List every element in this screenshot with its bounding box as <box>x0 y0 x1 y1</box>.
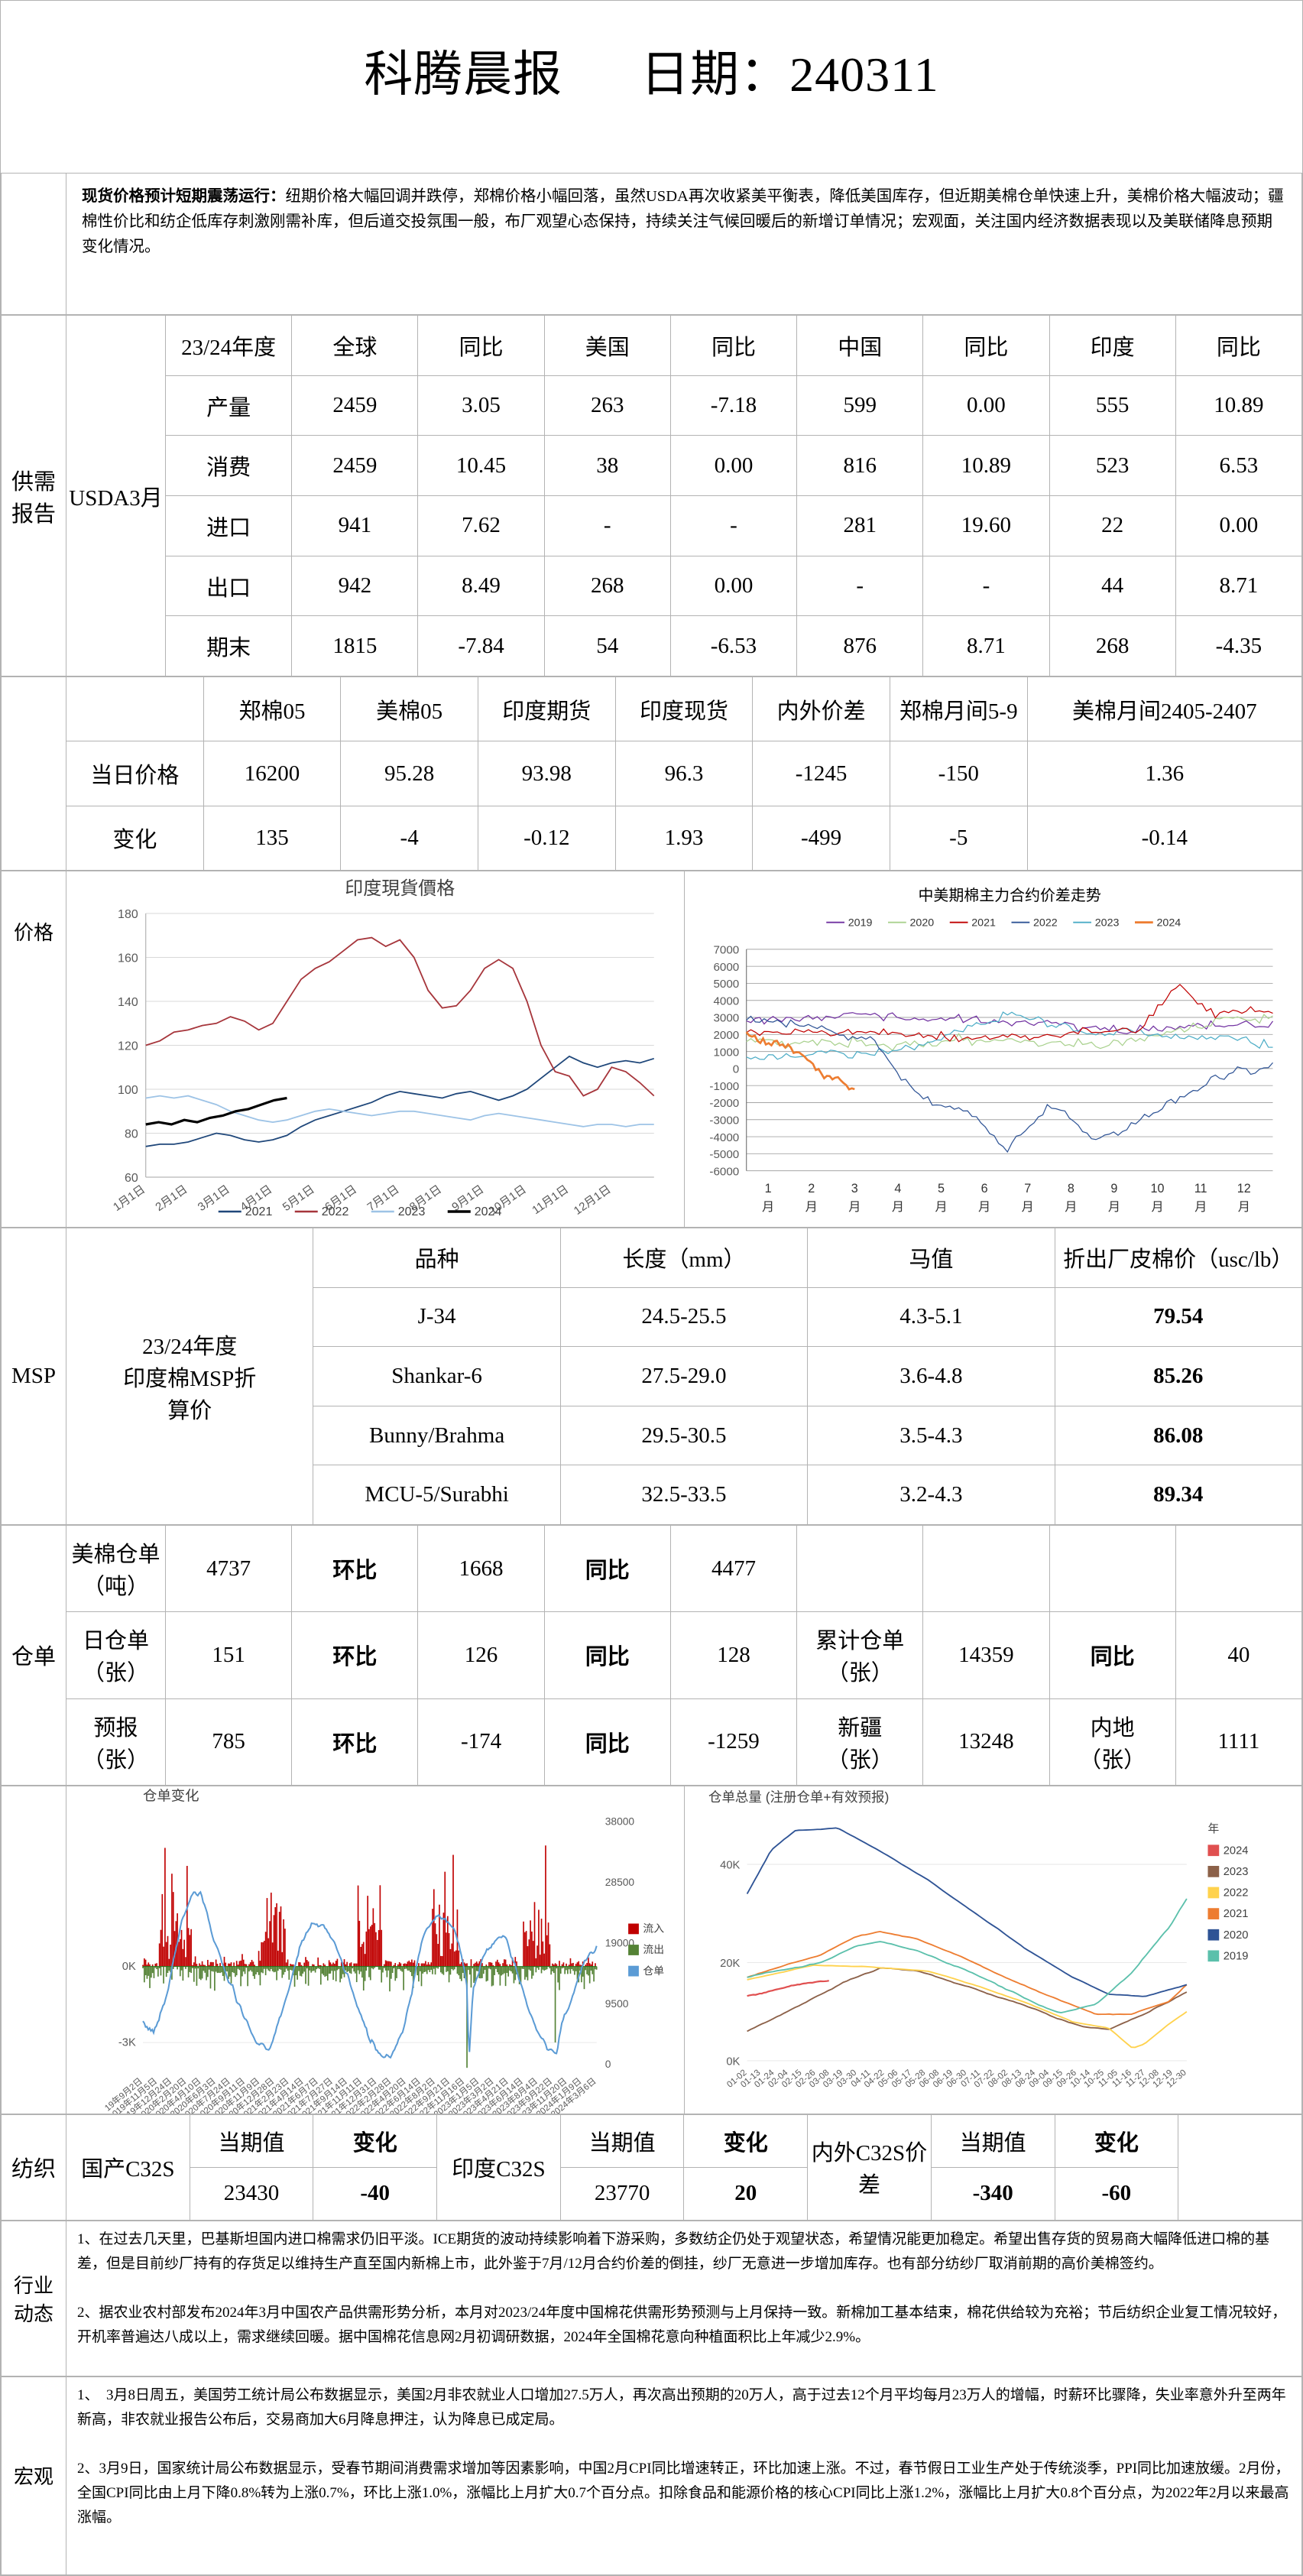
svg-text:月: 月 <box>1237 1201 1250 1214</box>
svg-text:月: 月 <box>935 1201 947 1214</box>
svg-text:2022: 2022 <box>1223 1887 1248 1899</box>
svg-text:8: 8 <box>1067 1182 1074 1196</box>
svg-text:1000: 1000 <box>713 1046 739 1059</box>
svg-text:10: 10 <box>1150 1182 1164 1196</box>
svg-text:2022: 2022 <box>322 1205 349 1218</box>
svg-text:6000: 6000 <box>713 961 739 974</box>
svg-text:6: 6 <box>980 1182 987 1196</box>
svg-text:100: 100 <box>118 1084 138 1097</box>
svg-text:2000: 2000 <box>713 1029 739 1042</box>
svg-text:40K: 40K <box>720 1859 740 1871</box>
svg-text:-3K: -3K <box>118 2037 136 2049</box>
svg-text:仓单变化: 仓单变化 <box>143 1787 199 1803</box>
svg-text:月: 月 <box>761 1201 773 1214</box>
svg-text:7: 7 <box>1024 1182 1031 1196</box>
svg-text:2023: 2023 <box>398 1205 426 1218</box>
svg-text:中美期棉主力合约价差走势: 中美期棉主力合约价差走势 <box>918 887 1100 904</box>
svg-text:5000: 5000 <box>713 978 739 991</box>
svg-text:2: 2 <box>808 1182 815 1196</box>
svg-text:2021: 2021 <box>1223 1908 1248 1920</box>
svg-text:月: 月 <box>1194 1201 1207 1214</box>
svg-text:4: 4 <box>894 1182 901 1196</box>
svg-text:120: 120 <box>118 1040 138 1053</box>
svg-text:年: 年 <box>1207 1822 1219 1835</box>
svg-text:-1000: -1000 <box>709 1080 739 1093</box>
svg-text:月: 月 <box>977 1201 990 1214</box>
svg-text:2023: 2023 <box>1094 917 1119 929</box>
svg-text:2023: 2023 <box>1223 1866 1248 1878</box>
svg-text:3: 3 <box>851 1182 857 1196</box>
svg-text:4000: 4000 <box>713 994 739 1007</box>
svg-text:9500: 9500 <box>605 1998 629 2010</box>
svg-text:160: 160 <box>118 952 138 965</box>
svg-text:38000: 38000 <box>605 1815 635 1827</box>
svg-text:0K: 0K <box>122 1961 136 1973</box>
svg-text:11: 11 <box>1194 1182 1207 1196</box>
svg-text:2019: 2019 <box>848 917 872 929</box>
svg-text:仓单: 仓单 <box>643 1965 664 1977</box>
svg-text:-2000: -2000 <box>709 1097 739 1110</box>
svg-text:2019: 2019 <box>1223 1950 1248 1962</box>
svg-text:7000: 7000 <box>713 944 739 957</box>
svg-text:0K: 0K <box>726 2055 740 2068</box>
svg-text:月: 月 <box>1021 1201 1033 1214</box>
svg-text:80: 80 <box>125 1128 138 1141</box>
svg-text:2024: 2024 <box>475 1205 502 1218</box>
svg-text:9: 9 <box>1110 1182 1117 1196</box>
svg-text:-6000: -6000 <box>709 1165 739 1178</box>
svg-text:月: 月 <box>805 1201 817 1214</box>
svg-text:月: 月 <box>1065 1201 1077 1214</box>
svg-text:2020: 2020 <box>909 917 934 929</box>
svg-text:2020: 2020 <box>1223 1929 1248 1942</box>
svg-text:流入: 流入 <box>643 1922 664 1934</box>
svg-text:-4000: -4000 <box>709 1131 739 1144</box>
svg-text:仓单总量 (注册仓单+有效预报): 仓单总量 (注册仓单+有效预报) <box>708 1789 888 1805</box>
svg-text:5: 5 <box>938 1182 945 1196</box>
svg-text:月: 月 <box>891 1201 903 1214</box>
svg-text:2021: 2021 <box>971 917 996 929</box>
svg-text:180: 180 <box>118 908 138 921</box>
svg-text:60: 60 <box>125 1172 138 1185</box>
svg-text:3000: 3000 <box>713 1012 739 1025</box>
svg-text:-5000: -5000 <box>709 1148 739 1161</box>
svg-text:2022: 2022 <box>1033 917 1058 929</box>
svg-text:20K: 20K <box>720 1958 740 1970</box>
svg-text:-3000: -3000 <box>709 1114 739 1127</box>
svg-text:2021: 2021 <box>245 1205 273 1218</box>
svg-text:月: 月 <box>1151 1201 1163 1214</box>
svg-text:1: 1 <box>764 1182 771 1196</box>
svg-text:月: 月 <box>848 1201 861 1214</box>
svg-text:流出: 流出 <box>643 1944 664 1955</box>
svg-text:2024: 2024 <box>1156 917 1181 929</box>
svg-text:28500: 28500 <box>605 1877 635 1888</box>
svg-text:月: 月 <box>1107 1201 1120 1214</box>
svg-text:2024: 2024 <box>1223 1844 1248 1857</box>
svg-text:0: 0 <box>732 1063 738 1076</box>
svg-text:12: 12 <box>1237 1182 1250 1196</box>
svg-text:0: 0 <box>605 2059 611 2070</box>
svg-text:印度現貨價格: 印度現貨價格 <box>345 878 455 899</box>
svg-text:140: 140 <box>118 996 138 1009</box>
